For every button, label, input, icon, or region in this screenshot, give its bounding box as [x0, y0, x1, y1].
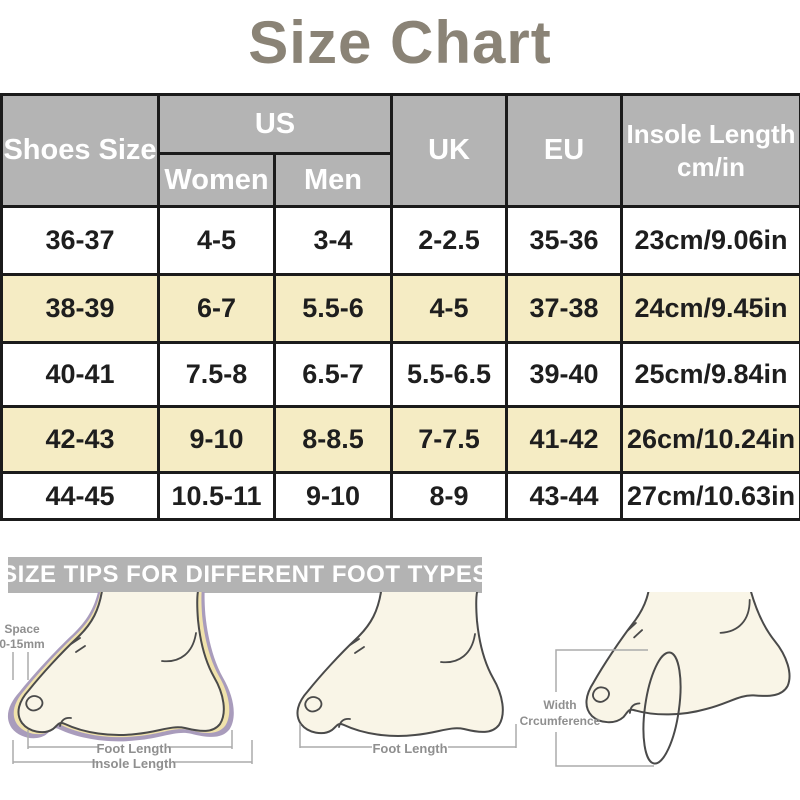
size-cell: 3-4 — [272, 205, 394, 276]
foot-length-bracket-middle — [299, 724, 517, 748]
table-row: 40-41 7.5-8 6.5-7 5.5-6.5 39-40 25cm/9.8… — [0, 341, 800, 408]
header-shoes-size: Shoes Size — [0, 93, 160, 208]
size-cell: 9-10 — [272, 471, 394, 521]
header-us-women: Women — [157, 152, 276, 208]
size-cell: 7.5-8 — [157, 341, 276, 408]
space-range-label: 0-15mm — [0, 637, 45, 651]
size-cell: 38-39 — [0, 273, 160, 344]
size-cell: 9-10 — [157, 405, 276, 474]
size-cell: 6.5-7 — [272, 341, 394, 408]
foot-measurement-diagrams: Space 0-15mm Foot Length Insole Length F… — [0, 592, 795, 771]
size-cell: 42-43 — [0, 405, 160, 474]
header-eu: EU — [505, 93, 624, 208]
table-row: 44-45 10.5-11 9-10 8-9 43-44 27cm/10.63i… — [0, 471, 800, 521]
size-cell: 4-5 — [390, 273, 509, 344]
size-cell: 5.5-6.5 — [390, 341, 509, 408]
size-cell: 35-36 — [505, 205, 624, 276]
size-cell: 8-9 — [390, 471, 509, 521]
header-uk: UK — [390, 93, 509, 208]
foot-length-label-left: Foot Length — [96, 741, 171, 756]
size-cell: 44-45 — [0, 471, 160, 521]
table-header-row-1: Shoes Size US UK EU Insole Length cm/in — [0, 93, 800, 208]
size-cell: 26cm/10.24in — [620, 405, 800, 474]
circumference-label: Crcumference — [520, 714, 601, 728]
table-row: 38-39 6-7 5.5-6 4-5 37-38 24cm/9.45in — [0, 273, 800, 344]
size-cell: 43-44 — [505, 471, 624, 521]
foot-length-label-middle: Foot Length — [372, 741, 447, 756]
size-cell: 24cm/9.45in — [620, 273, 800, 344]
insole-length-bracket — [12, 740, 253, 764]
size-cell: 5.5-6 — [272, 273, 394, 344]
middle-foot-diagram — [296, 592, 504, 737]
foot-outline — [296, 592, 504, 737]
tips-banner: SIZE TIPS FOR DIFFERENT FOOT TYPES — [1, 557, 488, 593]
insole-length-label: Insole Length — [92, 756, 177, 771]
right-foot-diagram — [566, 592, 795, 730]
size-table: Shoes Size US UK EU Insole Length cm/in … — [0, 93, 800, 521]
width-circumference-bracket — [555, 649, 654, 767]
foot-details — [25, 632, 197, 727]
foot-length-bracket-left — [27, 730, 233, 749]
size-cell: 39-40 — [505, 341, 624, 408]
size-cell: 37-38 — [505, 273, 624, 344]
page-title: Size Chart — [248, 9, 552, 76]
size-cell: 10.5-11 — [157, 471, 276, 521]
space-label: Space — [4, 622, 40, 636]
header-us-men: Men — [272, 152, 394, 208]
foot-outline — [566, 592, 795, 730]
table-header-row-2: Women Men — [2, 152, 800, 208]
size-cell: 25cm/9.84in — [620, 341, 800, 408]
table-row: 42-43 9-10 8-8.5 7-7.5 41-42 26cm/10.24i… — [0, 405, 800, 474]
size-cell: 8-8.5 — [272, 405, 394, 474]
foot-details — [304, 633, 476, 728]
size-cell: 4-5 — [157, 205, 276, 276]
header-us-group: US — [156, 93, 394, 155]
toe-space-ticks — [12, 652, 29, 680]
size-cell: 7-7.5 — [390, 405, 509, 474]
size-cell: 6-7 — [157, 273, 276, 344]
width-circumference-ellipse — [642, 651, 682, 765]
width-label: Width — [543, 698, 576, 712]
header-insole-line2: cm/in — [677, 151, 745, 182]
size-cell: 40-41 — [0, 341, 160, 408]
left-foot-diagram — [7, 592, 234, 742]
size-cell: 36-37 — [0, 205, 160, 276]
table-row: 36-37 4-5 3-4 2-2.5 35-36 23cm/9.06in — [0, 205, 800, 276]
diagram-labels: Space 0-15mm Foot Length Insole Length F… — [0, 622, 601, 771]
header-insole-line1: Insole Length — [626, 119, 796, 149]
header-insole-length: Insole Length cm/in — [620, 93, 800, 208]
foot-details — [592, 598, 751, 714]
size-cell: 23cm/9.06in — [620, 205, 800, 276]
measurement-lines — [12, 649, 654, 767]
size-cell: 27cm/10.63in — [620, 471, 800, 521]
size-cell: 41-42 — [505, 405, 624, 474]
size-cell: 2-2.5 — [390, 205, 509, 276]
